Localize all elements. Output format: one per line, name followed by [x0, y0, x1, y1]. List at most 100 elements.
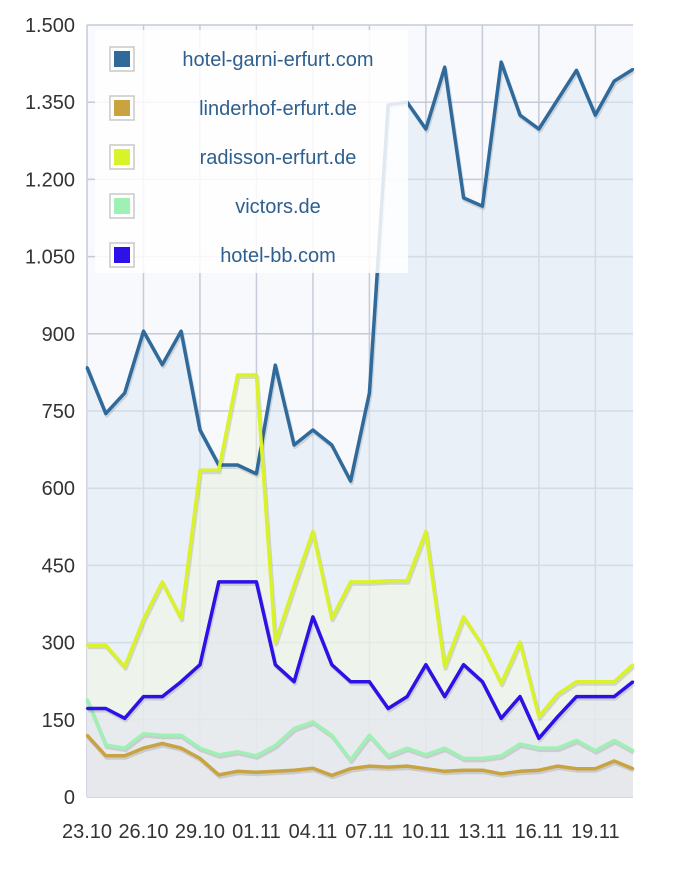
x-tick-label: 04.11 [289, 821, 338, 843]
data-point [500, 772, 503, 776]
y-tick-label: 450 [42, 555, 75, 577]
data-point [217, 773, 220, 777]
data-point [462, 757, 465, 760]
data-point [349, 580, 352, 584]
data-point [424, 530, 428, 533]
legend-box [95, 30, 408, 273]
data-point [537, 715, 541, 718]
y-tick-label: 750 [42, 401, 75, 423]
data-point [556, 715, 559, 718]
data-point [292, 443, 296, 447]
data-point [217, 580, 220, 584]
data-point [330, 774, 333, 777]
data-point [330, 617, 333, 620]
data-point [330, 663, 333, 666]
data-point [631, 68, 635, 71]
data-point [631, 749, 635, 752]
data-point [311, 766, 315, 770]
x-tick-label: 13.11 [458, 821, 507, 843]
data-point [556, 746, 559, 750]
y-tick-label: 1.050 [25, 247, 75, 269]
data-point [142, 695, 145, 698]
data-point [85, 366, 89, 369]
x-tick-label: 16.11 [515, 821, 564, 843]
data-point [518, 113, 522, 117]
data-point [330, 443, 333, 447]
data-point [123, 391, 126, 395]
data-point [481, 757, 484, 760]
data-point [104, 754, 108, 758]
data-point [198, 468, 202, 472]
legend-swatch [114, 100, 130, 116]
data-point [612, 759, 616, 763]
data-point [104, 412, 108, 415]
data-point [575, 680, 578, 683]
x-tick-label: 26.10 [118, 821, 168, 843]
data-point [424, 767, 428, 770]
data-point [198, 663, 202, 666]
x-tick-label: 29.10 [175, 821, 225, 843]
series-line-linderhof-erfurt-de [85, 734, 634, 778]
data-point [424, 127, 428, 131]
y-tick-label: 0 [64, 787, 75, 809]
legend-label: hotel-bb.com [220, 245, 336, 267]
data-point [330, 734, 333, 737]
data-point [161, 695, 164, 698]
data-point [405, 579, 409, 583]
data-point [387, 765, 390, 769]
data-point [556, 764, 559, 768]
data-point [368, 580, 371, 584]
data-point [443, 746, 446, 750]
data-point [236, 463, 239, 467]
data-point [387, 754, 390, 758]
data-point [424, 753, 428, 756]
data-point [142, 746, 145, 750]
series-line-shadow [86, 700, 635, 764]
data-point [179, 617, 183, 620]
data-point [462, 663, 465, 666]
data-point [179, 680, 183, 683]
data-point [443, 66, 446, 69]
data-point [104, 743, 108, 747]
legend: hotel-garni-erfurt.com linderhof-erfurt.d… [95, 30, 408, 273]
data-point [349, 767, 352, 770]
series-area-4 [87, 581, 633, 797]
data-point [443, 665, 446, 668]
y-tick-label: 150 [42, 710, 75, 732]
data-point [274, 744, 277, 747]
data-point [85, 643, 89, 647]
y-tick-label: 300 [42, 633, 75, 655]
data-point [236, 373, 239, 377]
data-point [575, 695, 578, 698]
data-point [292, 584, 296, 588]
x-tick-label: 19.11 [571, 821, 620, 843]
y-tick-label: 1.350 [25, 92, 75, 114]
data-point [292, 769, 296, 772]
data-point [255, 472, 258, 475]
data-point [631, 680, 635, 683]
legend-swatch [114, 247, 130, 263]
data-point [612, 739, 616, 742]
data-point [236, 770, 239, 773]
data-point [198, 746, 202, 750]
data-point [575, 767, 578, 770]
series-line-victors-de [85, 698, 634, 762]
data-point [161, 580, 164, 584]
data-point [594, 749, 597, 752]
data-point [255, 754, 258, 758]
data-point [123, 717, 126, 720]
data-point [462, 769, 465, 772]
legend-label: linderhof-erfurt.de [199, 98, 357, 120]
data-point [443, 695, 446, 698]
legend-swatch [114, 51, 130, 67]
data-point [123, 754, 126, 758]
data-point [594, 113, 597, 117]
x-tick-label: 10.11 [402, 821, 451, 843]
y-tick-label: 1.500 [25, 15, 75, 37]
data-point [123, 746, 126, 750]
data-point [631, 767, 635, 770]
data-point [405, 746, 409, 750]
data-point [387, 707, 390, 710]
series-line-hotel-bb-com [87, 580, 635, 741]
data-point [161, 742, 164, 745]
